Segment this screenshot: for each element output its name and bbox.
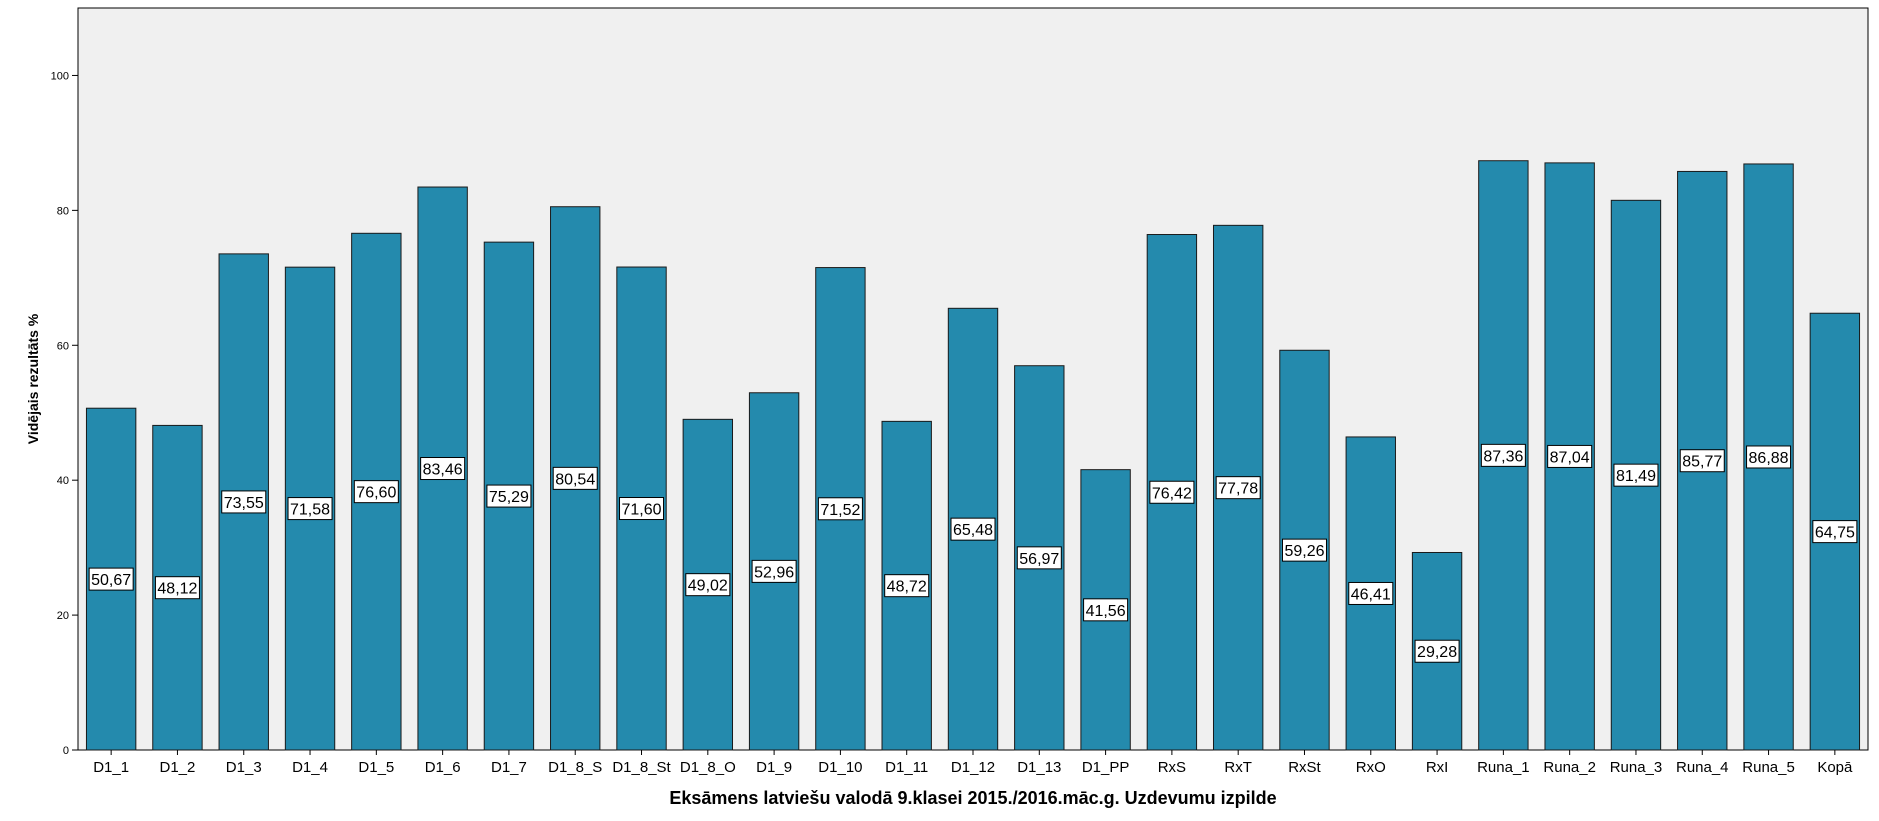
data-label-box <box>1679 449 1725 473</box>
data-label: 48,72 <box>887 579 927 596</box>
data-label: 71,58 <box>290 502 330 519</box>
data-label-box <box>1812 520 1858 544</box>
x-tick-label: D1_3 <box>226 759 262 776</box>
data-label: 56,97 <box>1019 551 1059 568</box>
x-tick-label: D1_4 <box>292 759 328 776</box>
data-label-box <box>353 480 399 504</box>
x-tick-label: RxO <box>1356 759 1386 776</box>
x-tick-label: Runa_1 <box>1477 759 1530 776</box>
data-label: 76,60 <box>356 485 396 502</box>
data-label-box <box>817 497 863 521</box>
data-label-box <box>1149 480 1195 504</box>
x-tick-label: RxS <box>1158 759 1186 776</box>
x-tick-label: D1_1 <box>93 759 129 776</box>
data-label-box <box>1348 581 1394 605</box>
y-axis: 0 20 40 60 80 100 <box>51 70 78 757</box>
x-axis-title: Eksāmens latviešu valodā 9.klasei 2015./… <box>669 788 1276 808</box>
y-tick-label: 80 <box>57 205 69 217</box>
data-label-box <box>420 457 466 481</box>
x-tick-label: D1_6 <box>425 759 461 776</box>
data-label-box <box>1215 476 1261 500</box>
data-label-box <box>1746 445 1792 469</box>
x-tick-label: Runa_3 <box>1610 759 1663 776</box>
data-label-box <box>552 466 598 490</box>
y-tick-label: 20 <box>57 610 69 622</box>
x-tick-label: Kopā <box>1817 759 1853 776</box>
data-label: 87,04 <box>1550 449 1590 466</box>
data-label-box <box>1613 463 1659 487</box>
data-label: 87,36 <box>1483 448 1523 465</box>
x-tick-label: D1_13 <box>1017 759 1061 776</box>
data-label: 80,54 <box>555 471 595 488</box>
x-tick-label: RxT <box>1224 759 1252 776</box>
data-label: 71,52 <box>820 502 860 519</box>
data-label-box <box>88 567 134 591</box>
data-label: 46,41 <box>1351 586 1391 603</box>
data-label-box <box>1414 639 1460 663</box>
x-tick-label: D1_2 <box>160 759 196 776</box>
y-tick-label: 40 <box>57 475 69 487</box>
data-label-box <box>221 490 267 514</box>
x-tick-label: D1_11 <box>885 759 928 776</box>
y-tick-label: 0 <box>63 745 69 757</box>
x-tick-label: D1_8_O <box>680 759 736 776</box>
data-label: 41,56 <box>1086 603 1126 620</box>
data-label-box <box>1281 538 1327 562</box>
data-label-box <box>486 484 532 508</box>
data-label: 64,75 <box>1815 525 1855 542</box>
y-axis-title: Vidējais rezultāts % <box>25 313 41 444</box>
data-label-box <box>1016 546 1062 570</box>
x-tick-label: Runa_5 <box>1742 759 1795 776</box>
x-tick-label: D1_PP <box>1082 759 1130 776</box>
data-label-box <box>1547 444 1593 468</box>
x-tick-label: RxI <box>1426 759 1449 776</box>
data-label-box <box>1083 598 1129 622</box>
x-axis: D1_1 D1_2 D1_3 D1_4 D1_5 D1_6 D1_7 D1_8_S D1_8_S… <box>93 750 1853 776</box>
data-label: 76,42 <box>1152 485 1192 502</box>
data-label: 48,12 <box>157 581 197 598</box>
data-labels: 50,67 48,12 73,55 71,58 76,60 83,46 75,29 80,54… <box>88 443 1858 663</box>
data-label: 29,28 <box>1417 644 1457 661</box>
x-tick-label: D1_12 <box>951 759 995 776</box>
data-label-box <box>154 576 200 600</box>
x-tick-label: D1_9 <box>756 759 792 776</box>
x-tick-label: D1_8_S <box>548 759 602 776</box>
data-label: 71,60 <box>621 502 661 519</box>
x-tick-label: D1_10 <box>818 759 862 776</box>
data-label: 86,88 <box>1749 450 1789 467</box>
x-tick-label: Runa_4 <box>1676 759 1729 776</box>
x-tick-label: Runa_2 <box>1543 759 1596 776</box>
data-label-box <box>751 559 797 583</box>
y-tick-label: 100 <box>51 70 69 82</box>
data-label: 50,67 <box>91 572 131 589</box>
data-label-box <box>950 517 996 541</box>
data-label: 75,29 <box>489 489 529 506</box>
data-label-box <box>1480 443 1526 467</box>
data-label-box <box>685 573 731 597</box>
data-label: 83,46 <box>423 462 463 479</box>
x-tick-label: D1_7 <box>491 759 527 776</box>
data-label: 59,26 <box>1284 543 1324 560</box>
data-label: 52,96 <box>754 564 794 581</box>
x-tick-label: D1_5 <box>358 759 394 776</box>
x-tick-label: RxSt <box>1288 759 1321 776</box>
data-label: 77,78 <box>1218 481 1258 498</box>
data-label: 73,55 <box>224 495 264 512</box>
data-label: 65,48 <box>953 522 993 539</box>
data-label: 85,77 <box>1682 454 1722 471</box>
data-label: 81,49 <box>1616 468 1656 485</box>
data-label-box <box>287 497 333 521</box>
data-label: 49,02 <box>688 578 728 595</box>
data-label-box <box>884 574 930 598</box>
data-label-box <box>619 497 665 521</box>
x-tick-label: D1_8_St <box>612 759 671 776</box>
y-tick-label: 60 <box>57 340 69 352</box>
